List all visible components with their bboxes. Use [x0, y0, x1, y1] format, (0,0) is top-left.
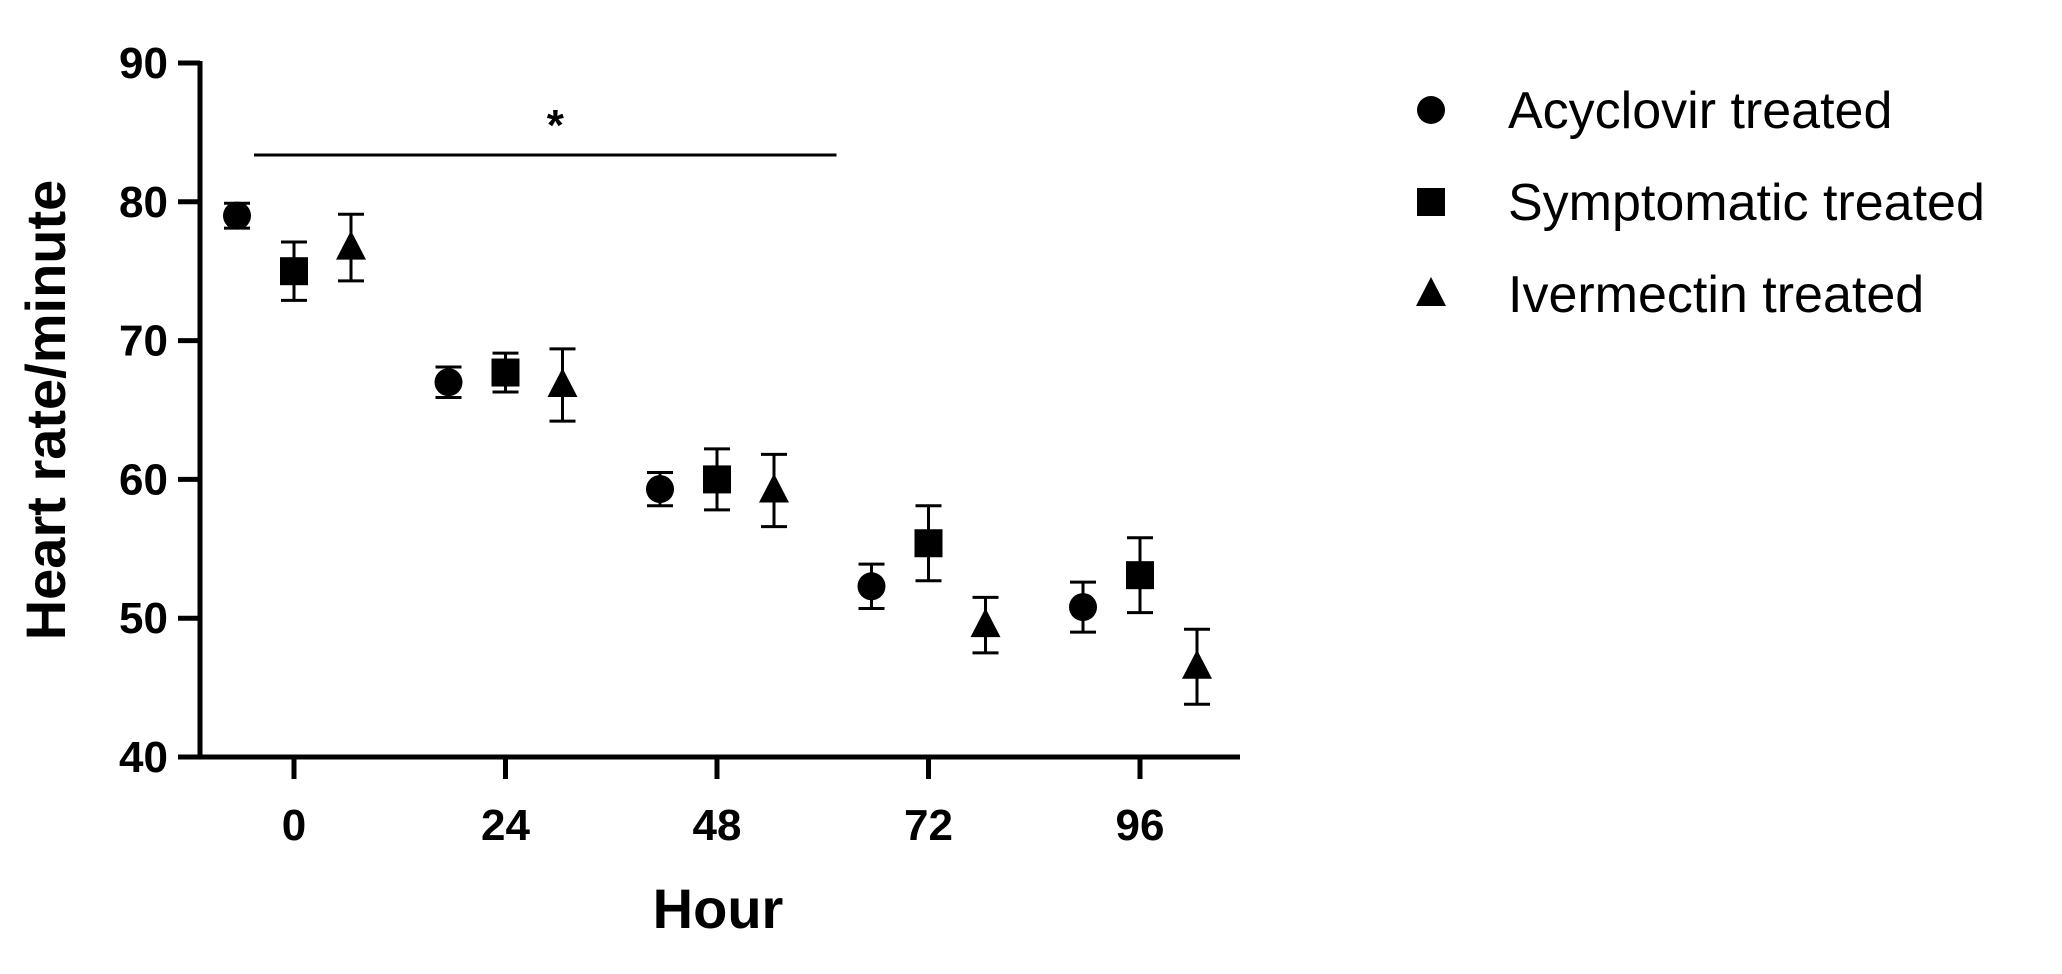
circle-marker [857, 572, 886, 601]
square-marker [1126, 561, 1154, 590]
circle-marker [434, 368, 463, 397]
x-tick-label: 72 [904, 801, 953, 850]
legend-label: Symptomatic treated [1508, 174, 1985, 232]
triangle-marker [970, 608, 1001, 638]
circle-marker [1069, 593, 1097, 622]
x-axis-title: Hour [653, 877, 784, 940]
square-marker [491, 358, 520, 387]
triangle-marker [759, 473, 789, 503]
square-marker [914, 529, 943, 558]
significance-bracket: * [254, 101, 837, 157]
axes: 40 50 60 70 80 90 0 24 48 72 96 Hour Heart rate/minu… [14, 39, 1240, 940]
y-tick-label: 60 [119, 455, 168, 504]
y-tick-label: 50 [119, 594, 168, 643]
y-axis-title: Heart rate/minute [14, 180, 77, 641]
y-tick-label: 70 [119, 317, 168, 366]
x-tick-label: 24 [481, 801, 530, 850]
significance-star: * [547, 101, 565, 150]
x-tick-label: 96 [1116, 801, 1165, 850]
triangle-marker [547, 368, 578, 398]
legend-label: Ivermectin treated [1508, 266, 1924, 324]
circle-marker [223, 201, 251, 230]
y-tick-label: 40 [119, 733, 168, 782]
triangle-marker [336, 230, 366, 260]
data-marks [223, 201, 1212, 706]
square-marker [1417, 188, 1445, 216]
triangle-marker [1416, 277, 1446, 306]
circle-marker [646, 475, 674, 504]
square-marker [703, 465, 731, 494]
circle-marker [1417, 96, 1445, 124]
square-marker [280, 257, 308, 286]
x-tick-label: 48 [693, 801, 742, 850]
legend-label: Acyclovir treated [1508, 82, 1892, 140]
legend: Acyclovir treated Symptomatic treated Iver… [1416, 82, 1985, 324]
y-tick-label: 80 [119, 178, 168, 227]
triangle-marker [1182, 649, 1212, 679]
y-tick-label: 90 [119, 39, 168, 88]
x-tick-label: 0 [282, 801, 306, 850]
